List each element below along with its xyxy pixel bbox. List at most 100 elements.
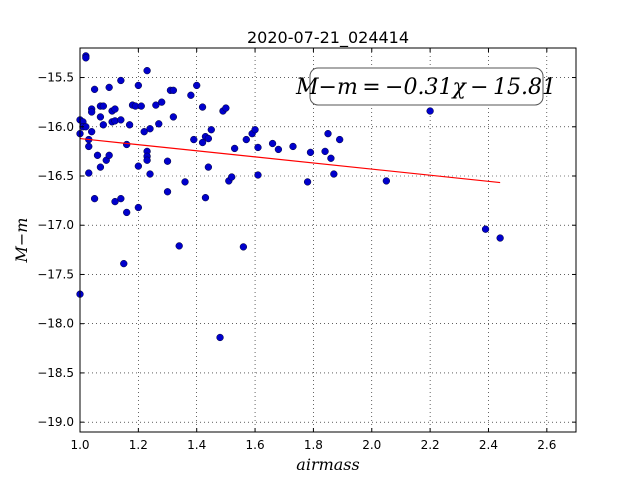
y-axis-label: M−m: [12, 218, 31, 264]
data-point: [251, 126, 259, 134]
data-point: [125, 121, 134, 129]
fit-annotation: M−m = −0.31χ − 15.81: [295, 67, 556, 106]
data-point: [204, 163, 213, 171]
y-tick-label: −16.0: [37, 120, 74, 134]
data-point: [175, 242, 183, 250]
data-point: [140, 128, 148, 136]
y-tick-label: −15.5: [37, 71, 74, 85]
data-point: [96, 163, 105, 171]
data-point: [134, 81, 143, 90]
data-point: [382, 177, 391, 185]
x-tick-label: 2.6: [537, 438, 556, 452]
data-point: [187, 91, 195, 99]
data-point: [117, 116, 125, 124]
annotation-box: [309, 67, 544, 106]
data-point: [228, 173, 236, 181]
data-point: [99, 121, 107, 129]
data-point: [169, 113, 178, 121]
x-tick-label: 1.6: [246, 438, 265, 452]
plot-background: [80, 48, 576, 432]
data-point: [155, 120, 163, 128]
data-point: [274, 145, 283, 154]
annotation-text: M−m = −0.31χ − 15.81: [295, 75, 556, 100]
data-point: [193, 81, 201, 90]
data-point: [204, 134, 213, 143]
x-axis-ticks: 1.0 1.2 1.4 1.6 1.8 2.0 2.2 2.4 2.6: [70, 48, 556, 452]
data-point: [239, 243, 248, 251]
data-point: [181, 178, 189, 186]
y-tick-label: −17.5: [37, 267, 74, 281]
data-point: [111, 197, 119, 206]
data-point: [143, 156, 151, 164]
data-point: [117, 76, 125, 85]
x-tick-label: 1.2: [129, 438, 148, 452]
data-point: [198, 138, 207, 147]
data-point: [327, 154, 335, 162]
chart-title: 2020-07-21_024414: [247, 28, 409, 48]
y-tick-label: −17.0: [37, 218, 74, 232]
data-point: [117, 194, 125, 203]
fit-line: [79, 137, 501, 184]
data-point: [105, 83, 113, 92]
data-point: [99, 102, 107, 110]
data-point: [230, 144, 239, 153]
data-point: [96, 113, 105, 121]
data-points: [76, 52, 504, 342]
y-axis-ticks: −15.5 −16.0 −16.5 −17.0 −17.5 −18.0 −18.5 −19.0: [37, 71, 576, 429]
data-point: [123, 140, 131, 149]
data-point: [481, 225, 490, 233]
data-point: [324, 130, 332, 138]
data-point: [146, 125, 154, 133]
data-point: [105, 151, 113, 159]
data-point: [336, 135, 344, 144]
plot-frame: [79, 47, 577, 433]
data-point: [146, 170, 154, 178]
data-point: [330, 170, 338, 178]
x-tick-label: 2.4: [479, 438, 498, 452]
data-point: [85, 142, 93, 151]
grid-lines: [79, 48, 576, 432]
data-point: [169, 86, 178, 94]
data-point: [134, 203, 143, 212]
data-point: [163, 188, 172, 196]
x-axis-label: airmass: [296, 455, 359, 474]
y-tick-label: −19.0: [37, 415, 74, 429]
fit-line-group: [79, 137, 501, 184]
data-point: [254, 143, 262, 152]
data-point: [207, 126, 215, 134]
data-point: [303, 178, 312, 186]
data-point: [152, 101, 160, 109]
data-point: [426, 107, 434, 115]
data-point: [242, 135, 250, 144]
data-point: [306, 148, 315, 157]
data-point: [88, 128, 96, 136]
data-point: [198, 103, 207, 111]
data-point: [289, 142, 297, 151]
data-point: [88, 108, 96, 116]
data-point: [190, 135, 198, 144]
x-tick-label: 2.2: [421, 438, 440, 452]
data-point: [90, 85, 99, 94]
y-tick-label: −16.5: [37, 169, 74, 183]
x-tick-label: 1.4: [187, 438, 206, 452]
data-point: [321, 147, 329, 156]
data-point: [222, 104, 230, 112]
data-point: [90, 194, 99, 203]
x-tick-label: 1.8: [304, 438, 323, 452]
x-tick-label: 1.0: [70, 438, 89, 452]
data-point: [82, 54, 90, 62]
y-tick-label: −18.5: [37, 366, 74, 380]
data-point: [268, 139, 277, 148]
data-point: [137, 102, 145, 110]
data-point: [123, 208, 131, 217]
data-point: [85, 169, 93, 177]
data-point: [216, 333, 224, 342]
data-point: [134, 162, 143, 170]
data-point: [254, 171, 262, 179]
x-tick-label: 2.0: [362, 438, 381, 452]
data-point: [93, 151, 102, 159]
data-point: [158, 98, 166, 106]
data-point: [143, 66, 151, 75]
data-point: [496, 234, 504, 242]
